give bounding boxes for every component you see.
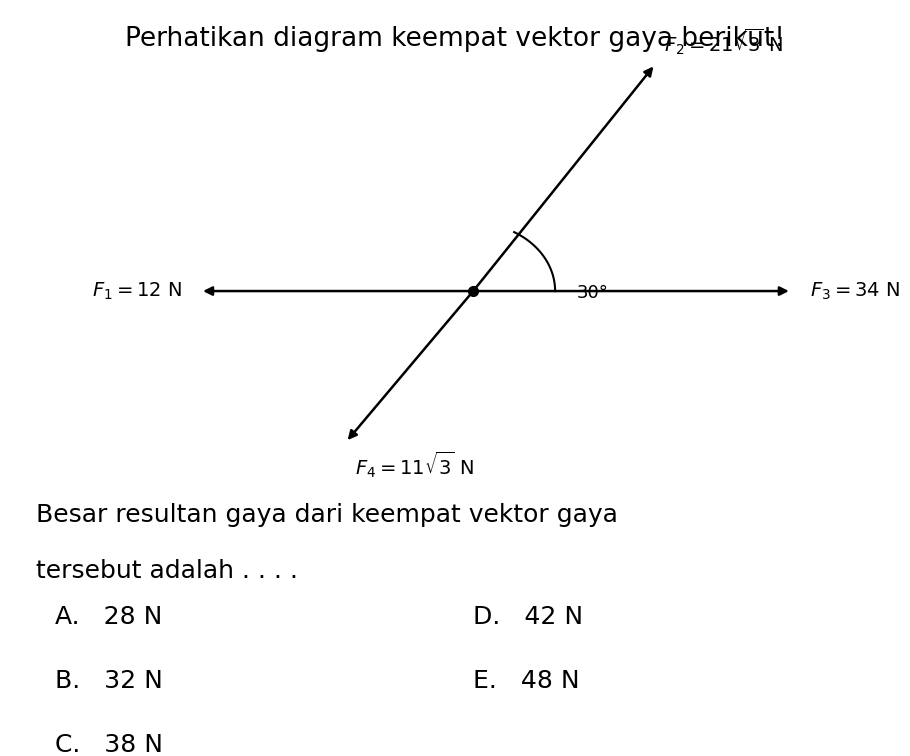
Text: 30°: 30°: [577, 284, 609, 302]
Text: A.   28 N: A. 28 N: [55, 605, 162, 629]
Text: Perhatikan diagram keempat vektor gaya berikut!: Perhatikan diagram keempat vektor gaya b…: [125, 26, 785, 52]
Text: B.   32 N: B. 32 N: [55, 669, 163, 693]
Text: E.   48 N: E. 48 N: [473, 669, 580, 693]
Text: $F_2 = 21\sqrt{3}$ N: $F_2 = 21\sqrt{3}$ N: [664, 26, 784, 57]
Text: Besar resultan gaya dari keempat vektor gaya: Besar resultan gaya dari keempat vektor …: [36, 503, 618, 527]
Text: $F_1 = 12$ N: $F_1 = 12$ N: [92, 280, 182, 302]
Text: tersebut adalah . . . .: tersebut adalah . . . .: [36, 559, 298, 584]
Text: D.   42 N: D. 42 N: [473, 605, 583, 629]
Text: C.   38 N: C. 38 N: [55, 733, 163, 756]
Text: $F_4 = 11\sqrt{3}$ N: $F_4 = 11\sqrt{3}$ N: [355, 450, 474, 480]
Text: $F_3 = 34$ N: $F_3 = 34$ N: [810, 280, 900, 302]
